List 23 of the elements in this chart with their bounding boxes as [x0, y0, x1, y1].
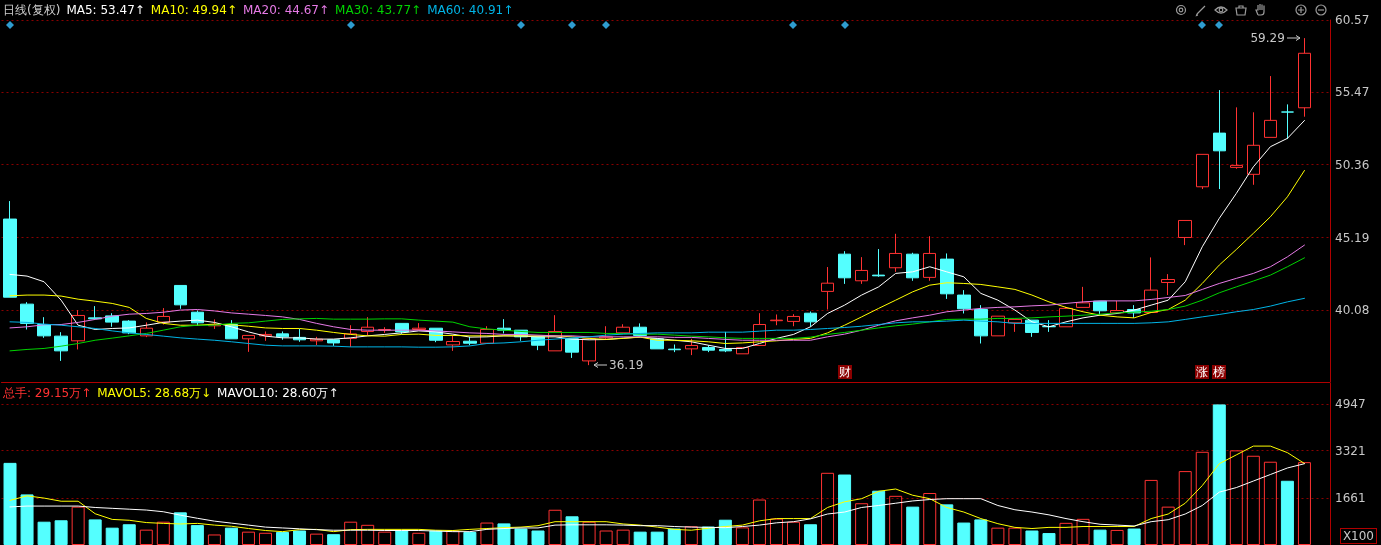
y-tick-label: 4947: [1335, 397, 1366, 412]
text: MA20: 44.67↑: [242, 3, 330, 17]
y-tick-label: 3321: [1335, 443, 1366, 458]
annotation: 财: [837, 365, 852, 379]
text: MAVOL10: 28.60万↑: [217, 386, 339, 400]
annotation: 榜: [1212, 365, 1227, 379]
y-tick-label: 60.57: [1335, 13, 1370, 27]
text: 总手: 29.15万↑: [3, 386, 92, 400]
text: MAVOL5: 28.68万↓: [97, 386, 212, 400]
text: MA5: 53.47↑: [66, 3, 145, 17]
y-tick-label: 1661: [1335, 490, 1366, 505]
y-tick-label: 55.47: [1335, 85, 1370, 100]
annotation: 涨: [1195, 365, 1210, 379]
text: X100: [1339, 528, 1377, 544]
annotation: 36.19: [609, 358, 644, 373]
y-tick-label: 40.08: [1335, 303, 1370, 318]
chart-title: 日线(复权): [3, 3, 61, 17]
text: MA60: 40.91↑: [427, 3, 514, 17]
annotation: 59.29: [1250, 31, 1285, 46]
text: MA10: 49.94↑: [150, 3, 237, 17]
y-tick-label: 50.36: [1335, 157, 1370, 172]
y-tick-label: 45.19: [1335, 230, 1370, 245]
text: MA30: 43.77↑: [335, 3, 422, 17]
